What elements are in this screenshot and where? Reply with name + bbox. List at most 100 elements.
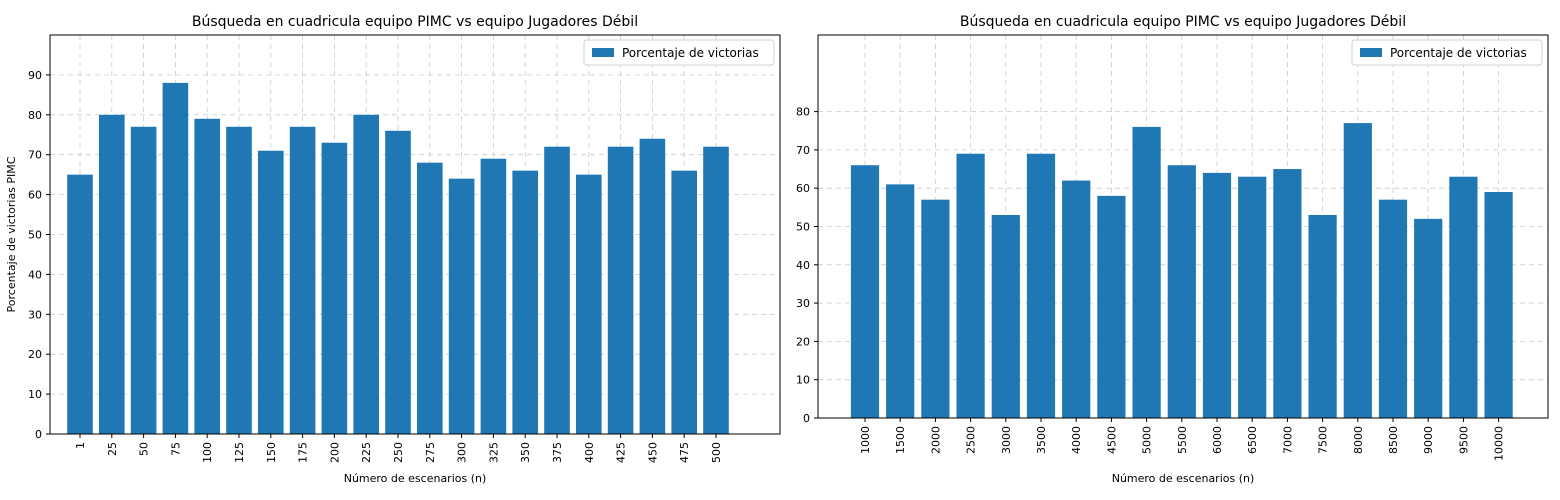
x-tick-label: 475 [678, 442, 691, 463]
bar [130, 126, 157, 435]
x-tick-label: 50 [138, 442, 151, 456]
x-tick-label: 8000 [1352, 426, 1365, 454]
x-tick-label: 300 [456, 442, 469, 463]
x-tick-label: 200 [328, 442, 341, 463]
bar [99, 114, 125, 435]
y-tick-label: 10 [28, 388, 42, 401]
x-tick-label: 8500 [1387, 426, 1400, 454]
bar [639, 138, 666, 435]
bar [162, 82, 189, 434]
bar [417, 162, 443, 434]
bar [480, 158, 507, 434]
y-tick-label: 30 [796, 297, 810, 310]
chart-title: Búsqueda en cuadricula equipo PIMC vs eq… [960, 14, 1406, 30]
bar [1167, 165, 1196, 418]
x-axis-label: Número de escenarios (n) [344, 472, 487, 485]
bar [1238, 176, 1267, 418]
x-tick-label: 275 [424, 442, 437, 463]
x-tick-label: 1500 [894, 426, 907, 454]
x-tick-label: 325 [487, 442, 500, 463]
legend-label: Porcentaje de victorias [1390, 46, 1527, 60]
y-tick-label: 40 [796, 259, 810, 272]
y-tick-label: 30 [28, 308, 42, 321]
x-tick-label: 25 [106, 442, 119, 456]
bar [886, 184, 915, 418]
y-tick-label: 80 [796, 106, 810, 119]
y-tick-label: 80 [28, 109, 42, 122]
x-tick-label: 1000 [859, 426, 872, 454]
bar [544, 146, 570, 434]
x-tick-label: 400 [583, 442, 596, 463]
legend-box [1351, 39, 1543, 66]
bar [1484, 192, 1513, 418]
bar [289, 126, 316, 435]
x-tick-label: 3500 [1035, 426, 1048, 454]
bar [576, 174, 602, 434]
bar [703, 146, 729, 434]
y-tick-label: 70 [796, 144, 810, 157]
x-tick-label: 10000 [1493, 426, 1506, 461]
bar [512, 170, 538, 434]
bar [1414, 218, 1443, 418]
bar [1202, 172, 1232, 418]
bar [607, 146, 634, 434]
bar [1449, 176, 1478, 418]
x-tick-label: 75 [169, 442, 182, 456]
x-tick-label: 9000 [1422, 426, 1435, 454]
bar [1308, 215, 1337, 418]
x-tick-label: 4500 [1105, 426, 1118, 454]
x-tick-label: 100 [201, 442, 214, 463]
y-tick-label: 20 [796, 335, 810, 348]
x-tick-label: 4000 [1070, 426, 1083, 454]
y-tick-label: 70 [28, 149, 42, 162]
x-tick-label: 250 [392, 442, 405, 463]
y-tick-label: 20 [28, 348, 42, 361]
bar [850, 165, 880, 418]
bar [921, 199, 950, 418]
bar [956, 153, 985, 419]
x-tick-label: 2500 [965, 426, 978, 454]
bar [448, 178, 475, 434]
x-tick-label: 150 [265, 442, 278, 463]
x-tick-label: 7000 [1281, 426, 1294, 454]
x-tick-label: 350 [519, 442, 532, 463]
bar [321, 142, 348, 435]
legend-swatch [1360, 48, 1382, 57]
y-tick-label: 0 [803, 412, 810, 425]
x-axis-label: Número de escenarios (n) [1112, 472, 1255, 485]
bar [385, 130, 411, 434]
x-tick-label: 1 [74, 442, 87, 449]
y-tick-label: 0 [35, 428, 42, 441]
x-tick-label: 450 [646, 442, 659, 463]
x-tick-label: 9500 [1457, 426, 1470, 454]
legend-swatch [592, 48, 614, 57]
bar [1343, 123, 1372, 418]
bar [671, 170, 697, 434]
bar [1026, 153, 1056, 419]
bar [1097, 195, 1126, 418]
x-tick-label: 6000 [1211, 426, 1224, 454]
y-tick-label: 10 [796, 374, 810, 387]
y-tick-label: 40 [28, 268, 42, 281]
legend-label: Porcentaje de victorias [622, 46, 759, 60]
x-tick-label: 375 [551, 442, 564, 463]
bar [194, 118, 220, 434]
x-tick-label: 5500 [1176, 426, 1189, 454]
y-tick-label: 50 [796, 221, 810, 234]
legend-box [583, 39, 775, 66]
x-tick-label: 175 [297, 442, 310, 463]
chart-panel-2: 0 10 20 30 40 50 60 70 80 1000 1500 2000 2500 3000 350… [796, 14, 1549, 485]
y-tick-label: 50 [28, 229, 42, 242]
chart-title: Búsqueda en cuadricula equipo PIMC vs eq… [192, 14, 638, 30]
x-tick-label: 6500 [1246, 426, 1259, 454]
y-tick-label: 90 [28, 69, 42, 82]
x-tick-label: 7500 [1317, 426, 1330, 454]
x-tick-label: 425 [615, 442, 628, 463]
bar [991, 215, 1020, 418]
bar [226, 126, 252, 435]
bar [1062, 180, 1091, 418]
x-tick-label: 3000 [1000, 426, 1013, 454]
bar [1132, 126, 1161, 419]
